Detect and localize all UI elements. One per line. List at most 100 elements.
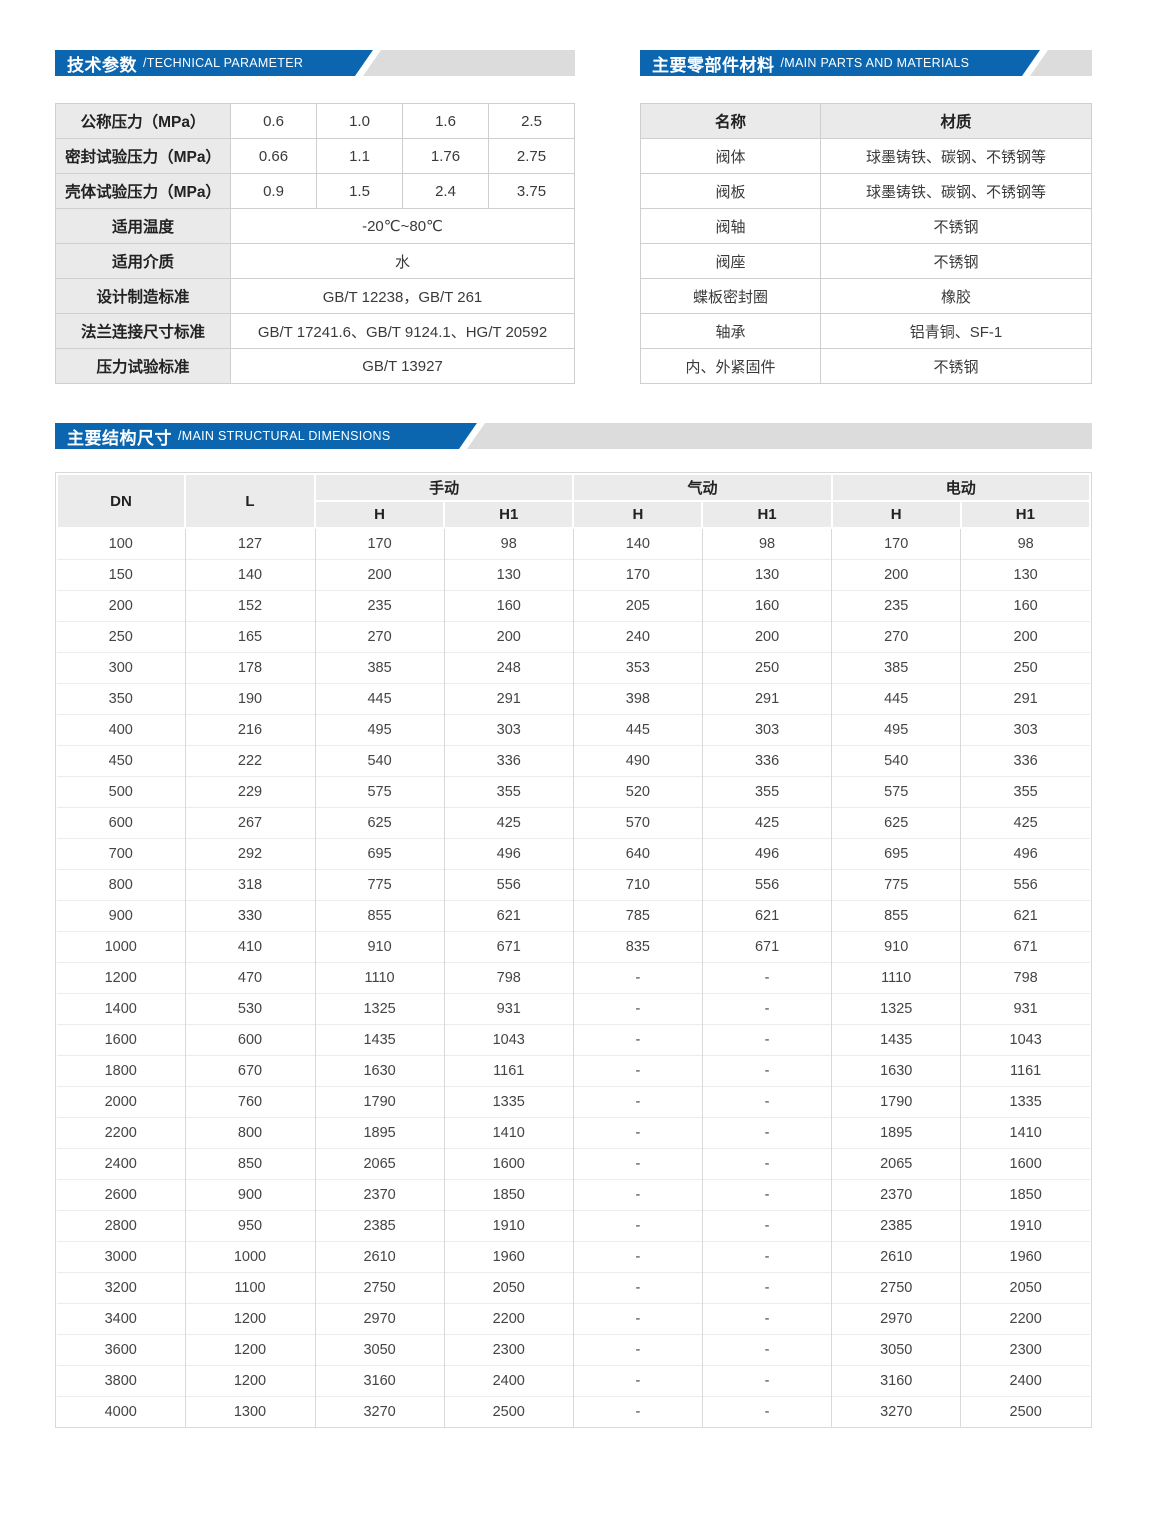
table-cell: 556 — [444, 868, 574, 900]
table-row: 3600 1200 3050 2300- -3050 2300 — [57, 1333, 1090, 1365]
table-cell: 2400 — [57, 1147, 186, 1179]
table-cell: 2500 — [960, 1395, 1090, 1427]
table-row: 3800 1200 3160 2400- -3160 2400 — [57, 1364, 1090, 1396]
materials-section: 主要零部件材料 /MAIN PARTS AND MATERIALS 名称 材质 … — [640, 50, 1092, 384]
table-cell: - — [573, 1240, 703, 1272]
table-row: 700 292 695 496 640 496 695 496 — [57, 837, 1090, 869]
table-cell: 2370 — [831, 1178, 962, 1210]
table-cell: 1.76 — [402, 138, 489, 174]
table-cell: 353 — [573, 651, 703, 683]
table-cell: - — [573, 961, 703, 993]
table-cell: 336 — [960, 744, 1090, 776]
table-cell: 235 — [315, 589, 445, 621]
table-cell: 400 — [57, 713, 186, 745]
table-cell: 710 — [573, 868, 703, 900]
table-cell: - — [702, 992, 833, 1024]
column-header-h1: H1 — [959, 500, 1092, 529]
dimensions-table: DN L 手动 气动 电动 H H1 H H1 H H1 — [56, 473, 1092, 1427]
column-header-l: L — [184, 473, 316, 529]
table-row: 2200 800 1895 1410- -1895 1410 — [57, 1116, 1090, 1148]
table-cell: 496 — [444, 837, 574, 869]
table-cell: - — [702, 1364, 833, 1396]
table-cell: 1910 — [960, 1209, 1090, 1241]
part-name-cell: 阀体 — [640, 138, 821, 174]
table-cell: 621 — [702, 899, 833, 931]
table-cell: 170 — [573, 558, 703, 590]
table-row: 800 318 775 556 710 556 775 556 — [57, 868, 1090, 900]
table-cell: 水 — [230, 243, 575, 279]
table-cell: 222 — [185, 744, 316, 776]
table-cell: 1043 — [960, 1023, 1090, 1055]
table-cell: 1910 — [444, 1209, 574, 1241]
banner-title-en: /TECHNICAL PARAMETER — [143, 56, 304, 70]
technical-parameter-table: 公称压力（MPa） 0.6 1.0 1.6 2.5 密封试验压力（MPa） 0.66 1.1 1… — [55, 103, 575, 384]
table-row: 阀体 球墨铸铁、碳钢、不锈钢等 — [640, 138, 1092, 174]
table-row: 适用介质水 — [55, 243, 575, 279]
table-cell: GB/T 12238，GB/T 261 — [230, 278, 575, 314]
table-cell: - — [702, 1240, 833, 1272]
table-header-row: 名称 材质 — [640, 103, 1092, 139]
table-cell: 1325 — [831, 992, 962, 1024]
table-cell: 540 — [315, 744, 445, 776]
table-cell: 556 — [702, 868, 833, 900]
table-cell: 130 — [702, 558, 833, 590]
table-cell: - — [573, 1023, 703, 1055]
table-cell: 248 — [444, 651, 574, 683]
table-cell: 300 — [57, 651, 186, 683]
material-cell: 不锈钢 — [820, 208, 1092, 244]
table-cell: 292 — [185, 837, 316, 869]
table-cell: 1.6 — [402, 103, 489, 139]
table-cell: 250 — [57, 620, 186, 652]
table-cell: 160 — [444, 589, 574, 621]
banner-title: 技术参数 /TECHNICAL PARAMETER — [55, 50, 373, 76]
table-row: 3400 1200 2970 2200- -2970 2200 — [57, 1302, 1090, 1334]
table-cell: 3270 — [831, 1395, 962, 1427]
table-cell: 170 — [315, 527, 445, 559]
column-header-h: H — [830, 500, 962, 529]
table-cell: 1600 — [960, 1147, 1090, 1179]
table-cell: 3600 — [57, 1333, 186, 1365]
table-cell: 855 — [831, 899, 962, 931]
part-name-cell: 阀座 — [640, 243, 821, 279]
table-cell: 336 — [702, 744, 833, 776]
table-cell: 1630 — [315, 1054, 445, 1086]
column-header-material: 材质 — [820, 103, 1092, 139]
material-cell: 球墨铸铁、碳钢、不锈钢等 — [820, 173, 1092, 209]
table-row: 法兰连接尺寸标准 GB/T 17241.6、GB/T 9124.1、HG/T 20… — [55, 313, 575, 349]
table-cell: 3.75 — [488, 173, 575, 209]
table-cell: 800 — [185, 1116, 316, 1148]
table-cell: 160 — [702, 589, 833, 621]
table-cell: - — [702, 1116, 833, 1148]
table-cell: GB/T 13927 — [230, 348, 575, 384]
table-cell: 1300 — [185, 1395, 316, 1427]
table-cell: 2.75 — [488, 138, 575, 174]
table-cell: 496 — [702, 837, 833, 869]
table-cell: 621 — [444, 899, 574, 931]
dimensions-banner: 主要结构尺寸 /MAIN STRUCTURAL DIMENSIONS — [55, 423, 1092, 449]
table-row: 压力试验标准 GB/T 13927 — [55, 348, 575, 384]
table-cell: - — [702, 1395, 833, 1427]
table-cell: - — [573, 1116, 703, 1148]
table-cell: 98 — [702, 527, 833, 559]
table-cell: 1895 — [315, 1116, 445, 1148]
table-cell: 98 — [960, 527, 1090, 559]
table-cell: 385 — [315, 651, 445, 683]
table-cell: 229 — [185, 775, 316, 807]
table-cell: 1630 — [831, 1054, 962, 1086]
technical-parameter-section: 技术参数 /TECHNICAL PARAMETER 公称压力（MPa） 0.6 1.… — [55, 50, 575, 384]
table-row: 2800 950 2385 1910- -2385 1910 — [57, 1209, 1090, 1241]
table-row: 100 127 170 98 140 98 170 98 — [57, 527, 1090, 559]
column-header-h1: H1 — [443, 500, 575, 529]
technical-parameter-banner: 技术参数 /TECHNICAL PARAMETER — [55, 50, 575, 76]
table-cell: 2500 — [444, 1395, 574, 1427]
table-cell: 2050 — [960, 1271, 1090, 1303]
table-cell: 355 — [702, 775, 833, 807]
banner-title-en: /MAIN PARTS AND MATERIALS — [780, 56, 970, 70]
table-cell: 600 — [57, 806, 186, 838]
table-cell: 798 — [960, 961, 1090, 993]
table-row: 阀板 球墨铸铁、碳钢、不锈钢等 — [640, 173, 1092, 209]
table-cell: 2370 — [315, 1178, 445, 1210]
table-cell: 291 — [444, 682, 574, 714]
table-cell: 1600 — [57, 1023, 186, 1055]
table-cell: 291 — [702, 682, 833, 714]
